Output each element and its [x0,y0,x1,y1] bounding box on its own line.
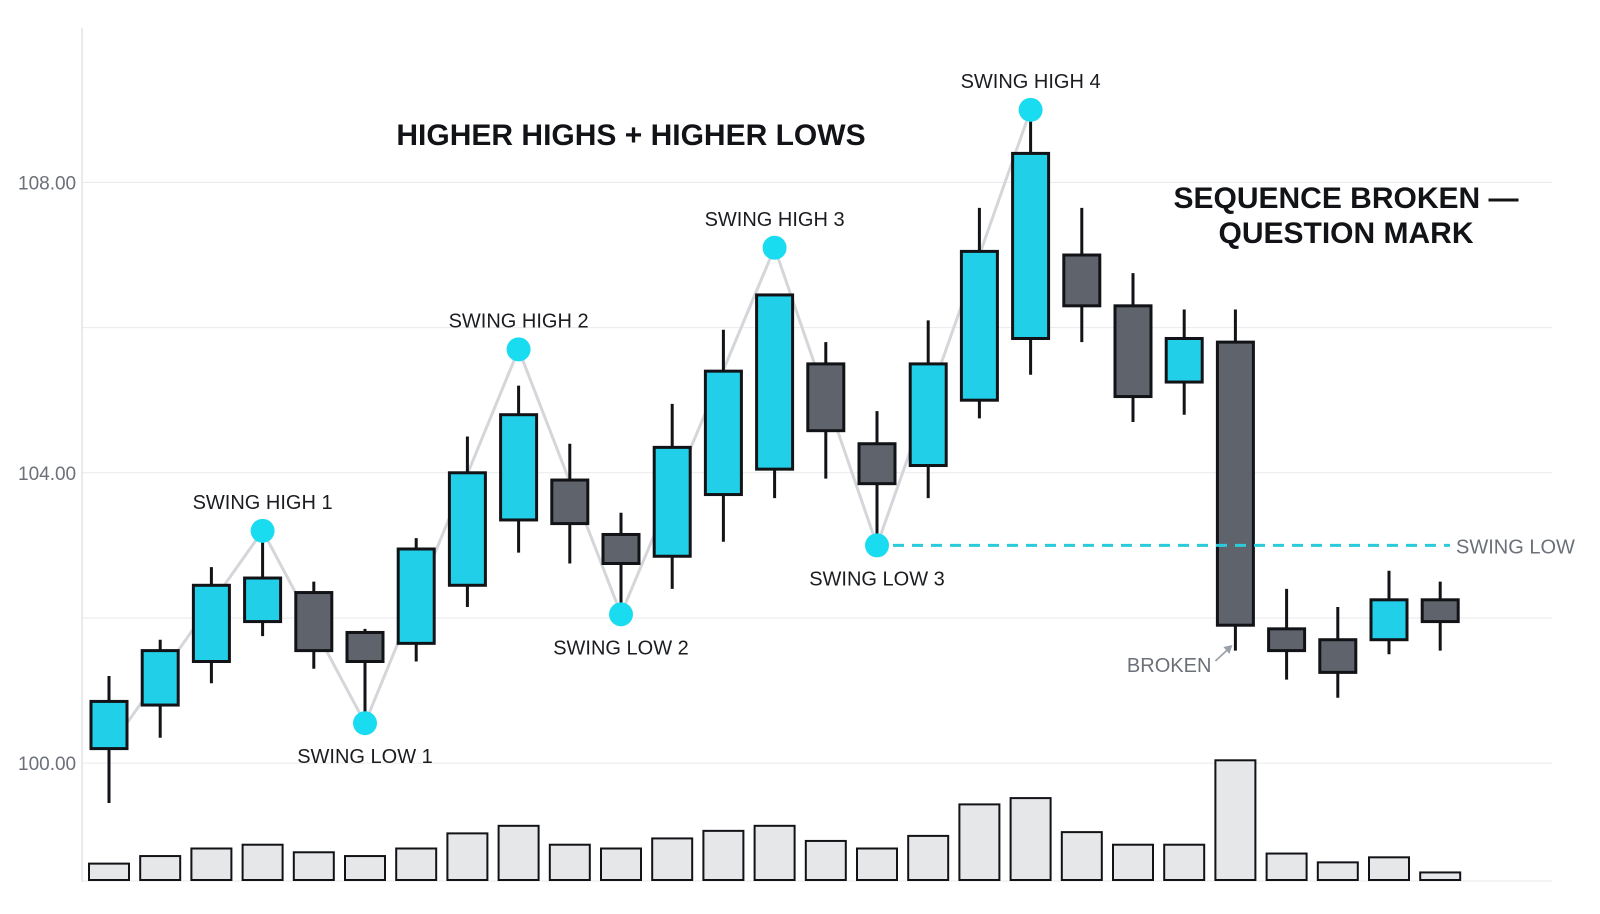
candle-body-down [1062,253,1102,308]
volume-bar [1009,797,1052,881]
candle-body-down [550,478,590,526]
y-tick-label: 104.00 [18,464,76,485]
candle-body-down [294,591,334,653]
swing-point-marker [762,235,787,260]
swing-point-label: SWING LOW 1 [297,746,433,768]
tick-label-background [8,168,78,197]
volume-bar [1419,871,1462,882]
candle-body-up [959,249,999,402]
volume-bar [1265,852,1308,881]
candle-body-down [1318,638,1358,674]
swing-point-label: SWING HIGH 3 [705,209,845,231]
annotations: HIGHER HIGHS + HIGHER LOWS SEQUENCE BROK… [193,71,1575,768]
candle-body-up [908,362,948,468]
swing-point-label: SWING LOW 2 [553,637,689,659]
broken-label: BROKEN [1127,655,1211,677]
volume-bars [88,759,1462,882]
volume-bar [1163,843,1206,881]
candle-body-down [1267,627,1307,653]
volume-bar [907,834,950,882]
volume-bar [1060,831,1103,881]
volume-bar [241,843,284,881]
swing-point-marker [506,337,531,362]
volume-bar [651,837,694,881]
swing-point-label: SWING HIGH 4 [961,71,1101,93]
volume-bar [497,824,540,882]
volume-bar [395,847,438,881]
broken-arrow-head [1223,645,1233,654]
volume-bar [1316,861,1359,881]
volume-bar [1112,843,1154,881]
candle-body-down [857,442,897,486]
candle-body-down [1113,304,1153,399]
swing-point-label: SWING LOW 3 [809,568,945,590]
volume-bar [548,843,591,881]
volume-bar [88,862,130,881]
annotation-line-2: QUESTION MARK [1219,217,1474,250]
candle-body-up [89,699,129,751]
swing-points [250,97,1043,736]
candle-body-up [1011,151,1051,340]
swing-point-marker [609,602,633,627]
candle-body-up [1164,336,1204,384]
volume-bar [1214,759,1257,881]
tick-label-background [8,749,78,778]
candle-body-down [601,532,641,566]
candle-body-up [447,471,487,587]
volume-bar [344,855,386,881]
candle-body-down [806,362,846,433]
candle-body-up [755,293,795,471]
swing-point-label: SWING HIGH 2 [449,310,589,332]
volume-bar [292,851,335,882]
volume-bar [190,847,233,881]
volume-bar [804,839,847,882]
candle-body-up [191,583,231,663]
candle-body-down [1215,340,1255,627]
volume-bar [702,829,745,881]
annotation-line-1: SEQUENCE BROKEN — [1173,182,1518,215]
candle-body-up [140,649,180,707]
swing-point-label: SWING HIGH 1 [193,492,333,514]
volume-bar [600,847,642,881]
chart-title: HIGHER HIGHS + HIGHER LOWS [396,119,865,152]
candle-body-up [703,369,743,497]
swing-point-marker [353,711,377,736]
candle-body-up [499,413,539,522]
candle-body-up [1369,598,1409,642]
volume-bar [446,832,489,882]
swing-point-marker [1018,97,1043,122]
swing-point-marker [865,533,889,558]
volume-bar [1368,856,1410,882]
y-tick-label: 108.00 [18,173,76,194]
grid-lines [82,181,1552,882]
candle-body-down [1420,598,1460,624]
candle-body-up [243,576,283,624]
candles [89,106,1460,804]
volume-bar [856,847,898,881]
candle-body-up [652,445,692,558]
volume-bar [958,803,1001,882]
volume-bar [753,824,796,882]
swing-point-marker [250,518,275,543]
candle-body-up [396,547,436,645]
candle-body-down [345,630,385,663]
tick-label-background [8,458,78,487]
y-tick-label: 100.00 [18,754,76,775]
swing-low-line-label: SWING LOW [1456,536,1575,558]
volume-bar [139,855,182,881]
y-axis: 100.00 104.00 108.00 [8,28,83,882]
